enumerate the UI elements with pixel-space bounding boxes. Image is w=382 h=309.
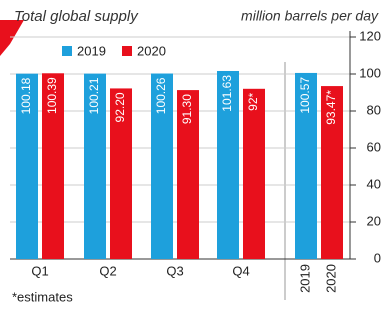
y-axis-label: million barrels per day — [241, 8, 379, 24]
legend-label: 2019 — [77, 43, 106, 58]
legend-swatch — [122, 46, 132, 56]
value-label: 92* — [246, 92, 260, 110]
chart-title: Total global supply — [14, 8, 139, 25]
value-label: 100.21 — [87, 77, 101, 114]
x-tick-label: Q1 — [31, 263, 48, 278]
decor-arrow — [0, 20, 24, 56]
y-tick-label: 80 — [367, 102, 381, 117]
x-tick-label: Q3 — [166, 263, 183, 278]
value-label: 100.39 — [45, 77, 59, 114]
value-label: 100.57 — [298, 77, 312, 114]
x-tick-label: Q4 — [232, 263, 249, 278]
value-label: 100.26 — [154, 77, 168, 114]
chart: Total global supply million barrels per … — [0, 0, 382, 309]
y-tick-label: 100 — [359, 65, 381, 80]
y-tick-label: 40 — [367, 176, 381, 191]
value-label: 92.20 — [113, 92, 127, 122]
value-label: 91.30 — [180, 94, 194, 124]
y-tick-label: 20 — [367, 213, 381, 228]
value-label: 100.18 — [19, 77, 33, 114]
y-tick-label: 60 — [367, 139, 381, 154]
legend-swatch — [62, 46, 72, 56]
x-tick-label: Q2 — [99, 263, 116, 278]
legend-label: 2020 — [137, 43, 166, 58]
y-tick-label: 120 — [359, 28, 381, 43]
footnote: *estimates — [12, 289, 73, 304]
value-label: 101.63 — [220, 75, 234, 112]
bar — [243, 89, 265, 259]
x-tick-label: 2019 — [297, 264, 312, 293]
x-tick-label: 2020 — [323, 264, 338, 293]
y-tick-label: 0 — [374, 250, 381, 265]
value-label: 93.47* — [324, 90, 338, 125]
